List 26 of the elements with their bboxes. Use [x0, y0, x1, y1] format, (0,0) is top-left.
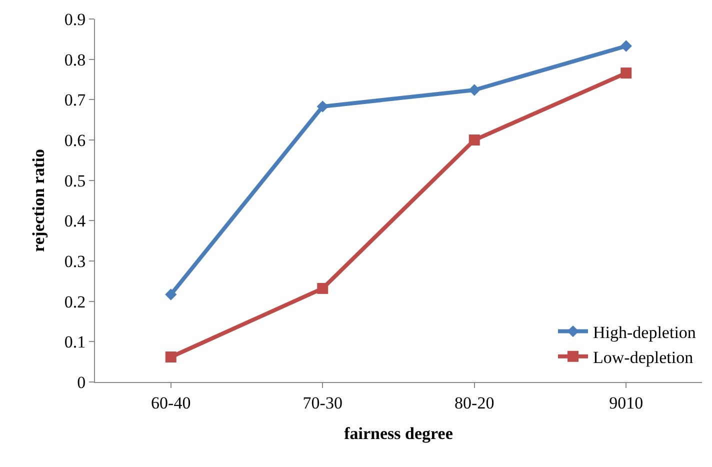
- point: [620, 68, 632, 79]
- y-tick-label: 0: [77, 372, 86, 392]
- legend-label: Low-depletion: [593, 348, 694, 368]
- y-tick-label: 0.1: [64, 332, 86, 352]
- y-tick-label: 0.2: [64, 292, 86, 312]
- x-tick-label: 9010: [609, 393, 644, 412]
- y-tick-label: 0.8: [64, 50, 86, 70]
- legend-label: High-depletion: [593, 322, 696, 342]
- y-tick-label: 0.7: [64, 90, 86, 110]
- y-tick-label: 0.5: [64, 171, 86, 190]
- y-tick-label: 0.6: [64, 130, 86, 150]
- point: [316, 100, 328, 112]
- y-tick-label: 0.4: [64, 212, 86, 231]
- point: [620, 40, 632, 52]
- point: [468, 134, 480, 146]
- point: [165, 288, 177, 300]
- y-tick-label: 0.3: [64, 252, 86, 271]
- point: [468, 84, 480, 96]
- y-tick-label: 0.9: [64, 10, 86, 29]
- point: [317, 282, 328, 294]
- y-axis-title: rejection ratio: [28, 148, 48, 252]
- x-tick-label: 70-30: [302, 393, 342, 412]
- x-tick-label: 60-40: [151, 393, 191, 412]
- x-axis-title: fairness degree: [344, 424, 454, 443]
- x-tick-label: 80-20: [454, 393, 494, 412]
- point: [165, 351, 176, 362]
